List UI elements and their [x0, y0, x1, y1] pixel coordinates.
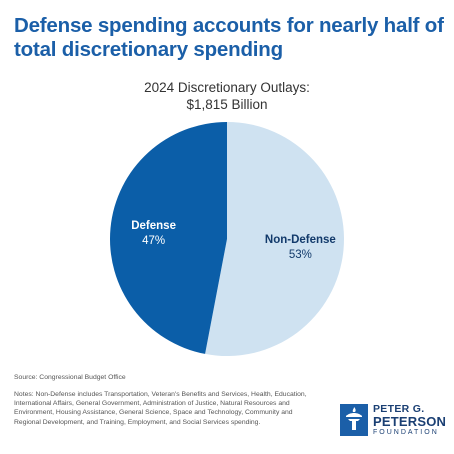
slice-value-label: 47%	[142, 235, 165, 247]
pie-slice-defense	[109, 122, 227, 354]
slice-name-label: Defense	[131, 220, 176, 232]
slice-value-label: 53%	[289, 249, 312, 261]
torch-icon	[340, 404, 368, 436]
chart-subtitle-line1: 2024 Discretionary Outlays:	[144, 80, 310, 95]
logo-line2: PETERSON	[373, 414, 447, 429]
logo-line1: PETER G.	[373, 403, 425, 415]
pie-slices	[109, 122, 344, 356]
pie-slice-non-defense	[205, 122, 344, 356]
slice-name-label: Non-Defense	[265, 234, 336, 246]
source-note: Source: Congressional Budget Office	[14, 374, 126, 381]
chart-title: Defense spending accounts for nearly hal…	[14, 14, 444, 61]
peterson-foundation-logo: PETER G. PETERSON FOUNDATION	[340, 402, 448, 442]
logo-line3: FOUNDATION	[373, 429, 439, 436]
chart-subtitle-line2: $1,815 Billion	[186, 97, 268, 112]
notes-text: Notes: Non-Defense includes Transportati…	[14, 391, 307, 426]
pie-labels: Non-Defense 53% Defense 47%	[131, 220, 336, 261]
